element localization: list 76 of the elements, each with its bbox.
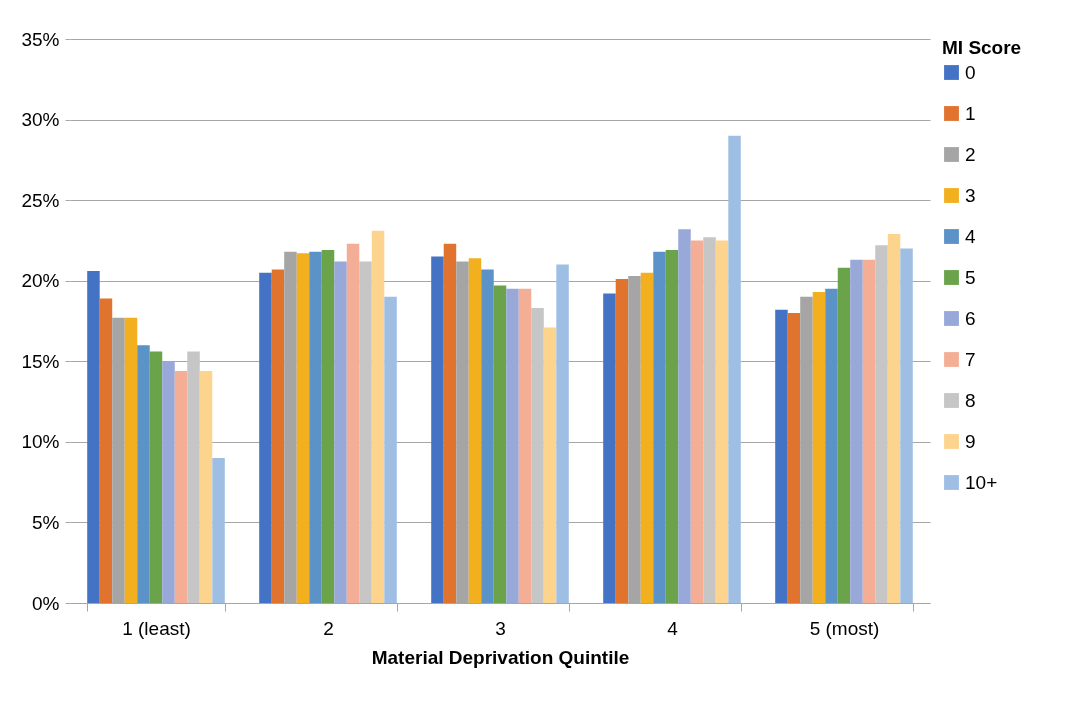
bar	[690, 240, 704, 603]
y-tick-label: 35%	[21, 28, 60, 50]
bar	[678, 229, 691, 603]
legend-label: 0	[965, 61, 976, 83]
bar	[493, 285, 507, 603]
bar	[728, 135, 741, 603]
bar	[359, 261, 372, 603]
legend-label: 4	[965, 225, 976, 247]
bar	[271, 269, 285, 603]
bar	[99, 298, 113, 603]
bar	[812, 291, 826, 603]
y-tick-label: 30%	[21, 109, 60, 131]
bar	[334, 261, 347, 603]
legend-title: MI Score	[942, 37, 1022, 58]
bar	[825, 288, 838, 603]
bar	[309, 251, 322, 603]
bar	[837, 267, 851, 603]
legend-label: 9	[965, 430, 976, 452]
bar	[371, 230, 385, 603]
x-tick-label: 2	[323, 617, 334, 639]
y-tick-label: 15%	[21, 350, 60, 372]
legend-label: 5	[965, 266, 976, 288]
bar	[653, 251, 666, 603]
legend-label: 1	[965, 102, 976, 124]
bar	[137, 345, 150, 603]
bar	[703, 237, 716, 603]
bar	[174, 370, 188, 603]
x-tick-label: 1 (least)	[122, 617, 191, 639]
bar	[640, 272, 654, 603]
bar	[443, 243, 457, 603]
bar	[162, 361, 175, 603]
bar	[887, 233, 901, 603]
bar	[615, 279, 629, 603]
bar	[900, 248, 913, 603]
bar	[875, 245, 888, 603]
legend-label: 10+	[965, 471, 998, 493]
bar	[187, 351, 200, 603]
legend-label: 6	[965, 307, 976, 329]
bar	[124, 317, 138, 603]
bar	[481, 269, 494, 603]
bar	[543, 327, 557, 603]
bar	[862, 259, 876, 603]
legend-label: 2	[965, 143, 976, 165]
x-axis-title: Material Deprivation Quintile	[371, 646, 630, 668]
bar	[149, 351, 163, 603]
y-tick-label: 25%	[21, 189, 60, 211]
x-tick-label: 4	[667, 617, 679, 639]
bar	[431, 256, 444, 603]
y-tick-label: 5%	[32, 511, 60, 533]
bar	[603, 293, 616, 603]
bar	[346, 243, 360, 603]
x-tick-label: 3	[495, 617, 506, 639]
y-tick-label: 10%	[21, 431, 60, 453]
bar	[775, 309, 788, 603]
bar	[506, 288, 519, 603]
legend-label: 7	[965, 348, 976, 370]
bar	[296, 253, 310, 603]
y-tick-label: 0%	[32, 592, 60, 614]
bar	[556, 264, 569, 603]
bar	[665, 250, 679, 603]
legend-label: 8	[965, 389, 976, 411]
bar	[850, 259, 863, 603]
bar	[384, 296, 397, 603]
bar	[787, 312, 801, 603]
x-tick-label: 5 (most)	[809, 617, 880, 639]
bar	[468, 258, 482, 603]
bar	[531, 308, 544, 603]
y-tick-label: 20%	[21, 270, 60, 292]
bar	[212, 457, 225, 603]
bar	[715, 240, 729, 603]
legend-label: 3	[965, 184, 976, 206]
bar	[87, 271, 100, 603]
bar	[518, 288, 532, 603]
bar	[199, 370, 213, 603]
bar	[259, 272, 272, 603]
bar	[321, 250, 335, 603]
